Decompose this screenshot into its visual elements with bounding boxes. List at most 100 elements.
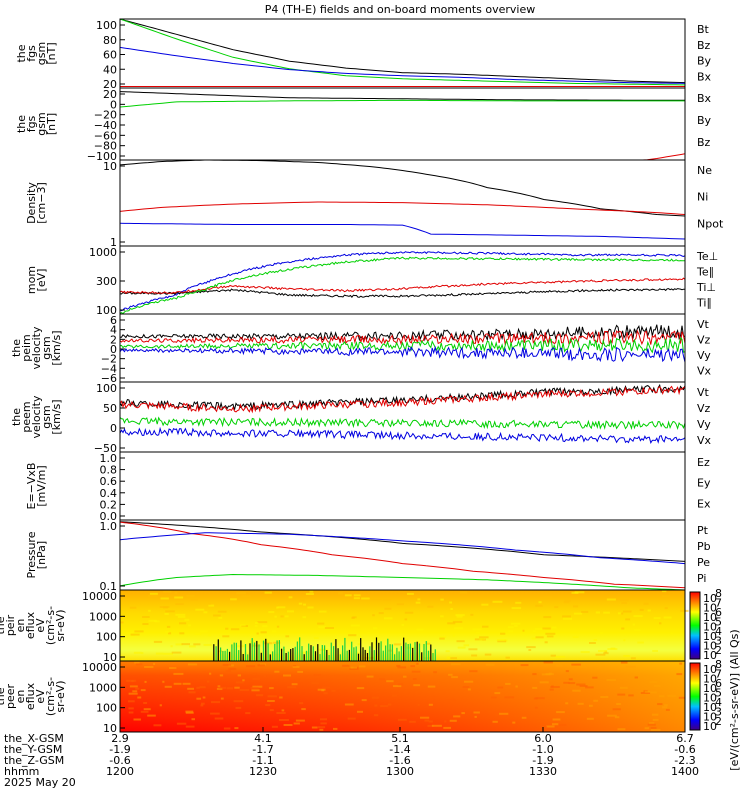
spectrogram-cell xyxy=(532,630,536,633)
y-tick-label: 10000 xyxy=(82,661,117,674)
band-stripe xyxy=(262,640,265,661)
spectrogram-cell xyxy=(280,615,285,618)
band-stripe xyxy=(339,654,341,661)
spectrogram-cell xyxy=(352,616,357,619)
y-tick-label: −100 xyxy=(87,150,117,163)
spectrogram-cell xyxy=(372,696,379,699)
spectrogram-cell xyxy=(344,703,354,706)
spectrogram-cell xyxy=(450,657,457,660)
series-Pi xyxy=(119,532,686,565)
spectrogram-cell xyxy=(305,593,314,595)
legend-Bz: Bz xyxy=(697,39,711,52)
legend-Ex: Ex xyxy=(697,497,711,510)
spectrogram-cell xyxy=(496,639,506,642)
spectrogram-cell xyxy=(344,594,352,597)
spectrogram-cell xyxy=(405,638,409,641)
band-stripe xyxy=(353,647,355,661)
spectrogram-cell xyxy=(472,628,482,631)
spectrogram-cell xyxy=(164,613,169,615)
spectrogram-cell xyxy=(274,670,280,673)
panel-9: 10000 1000 100 10 thepeerenefluxeV(cm²-s-sr-… xyxy=(0,660,686,735)
y-tick-label: 0.4 xyxy=(100,487,118,500)
spectrogram-cell xyxy=(676,673,683,676)
spectrogram-cell xyxy=(126,679,137,682)
band-stripe xyxy=(357,653,360,661)
spectrogram-cell xyxy=(409,720,416,723)
spectrogram-cell xyxy=(194,633,202,636)
spectrogram-cell xyxy=(428,720,433,723)
panel-8: 10000 1000 100 10 thepeirenefluxeV(cm²-s-sr-… xyxy=(0,589,689,664)
spectrogram-cell xyxy=(443,726,451,729)
spectrogram-cell xyxy=(361,597,370,600)
spectrogram-cell xyxy=(589,642,596,644)
spectrogram-cell xyxy=(514,625,518,627)
band-stripe xyxy=(229,651,231,661)
spectrogram-cell xyxy=(572,635,579,638)
y-axis-label: fgs xyxy=(25,115,38,132)
spectrogram-cell xyxy=(181,643,190,646)
spectrogram-cell xyxy=(260,631,267,634)
band-stripe xyxy=(276,640,278,661)
axis-row-value: 1200 xyxy=(106,765,134,778)
spectrogram-cell xyxy=(285,635,290,638)
spectrogram-cell xyxy=(353,597,360,600)
spectrogram-cell xyxy=(234,686,240,689)
y-tick-label: 0 xyxy=(110,98,117,111)
spectrogram-cell xyxy=(460,591,468,594)
spectrogram-cell xyxy=(234,727,239,730)
panel-frame xyxy=(119,451,686,521)
band-stripe xyxy=(224,650,226,661)
spectrogram-cell xyxy=(320,718,327,721)
spectrogram-cell xyxy=(448,673,453,676)
spectrogram-cell xyxy=(593,639,598,641)
series-Vz xyxy=(119,385,686,414)
y-axis-label: the xyxy=(15,115,28,133)
band-stripe xyxy=(432,653,434,661)
axis-row-value: -1.0 xyxy=(532,743,553,756)
spectrogram-cell xyxy=(620,661,628,664)
spectrogram-cell xyxy=(185,725,195,728)
spectrogram-cell xyxy=(592,676,598,679)
y-tick-label: 6 xyxy=(110,314,117,327)
legend-Bt: Bt xyxy=(697,23,710,36)
spectrogram-cell xyxy=(433,671,437,674)
y-axis-label: gsm xyxy=(35,42,48,65)
plot-title: P4 (TH-E) fields and on-board moments ov… xyxy=(265,3,536,16)
spectrogram-cell xyxy=(415,601,421,604)
spectrogram-cell xyxy=(297,670,303,673)
y-tick-label: 1000 xyxy=(89,681,117,694)
y-axis-label: [mV/m] xyxy=(35,465,48,506)
y-tick-label: 10 xyxy=(103,651,117,664)
spectrogram-cell xyxy=(475,631,480,634)
spectrogram-cell xyxy=(555,664,563,667)
y-axis-label: velocity xyxy=(30,395,43,438)
spectrogram-cell xyxy=(317,622,325,625)
series-Te∥ xyxy=(119,288,686,299)
spectrogram-cell xyxy=(495,714,501,716)
spectrogram-cell xyxy=(222,635,230,638)
spectrogram-cell xyxy=(550,686,560,688)
spectrogram-cell xyxy=(125,632,134,635)
spectrogram-cell xyxy=(235,706,242,709)
spectrogram-cell xyxy=(623,655,630,657)
spectrogram-cell xyxy=(539,681,549,684)
spectrogram-cell xyxy=(643,602,649,605)
series-Pb xyxy=(119,521,686,589)
spectrogram-cell xyxy=(623,639,626,642)
band-stripe xyxy=(400,646,402,661)
band-stripe xyxy=(405,642,407,661)
spectrogram-cell xyxy=(427,605,434,608)
y-axis-label: eflux xyxy=(24,611,37,639)
spectrogram-cell xyxy=(491,696,497,699)
spectrogram-cell xyxy=(617,728,626,731)
spectrogram-cell xyxy=(383,598,392,601)
spectrogram-cell xyxy=(579,685,588,687)
spectrogram-cell xyxy=(550,654,556,657)
spectrogram-cell xyxy=(515,685,518,688)
spectrogram-cell xyxy=(196,697,202,700)
spectrogram-cell xyxy=(191,718,195,721)
series-By xyxy=(119,99,685,108)
y-tick-label: 100 xyxy=(96,631,117,644)
legend-Vz: Vz xyxy=(697,334,711,347)
spectrogram-cell xyxy=(299,702,304,705)
